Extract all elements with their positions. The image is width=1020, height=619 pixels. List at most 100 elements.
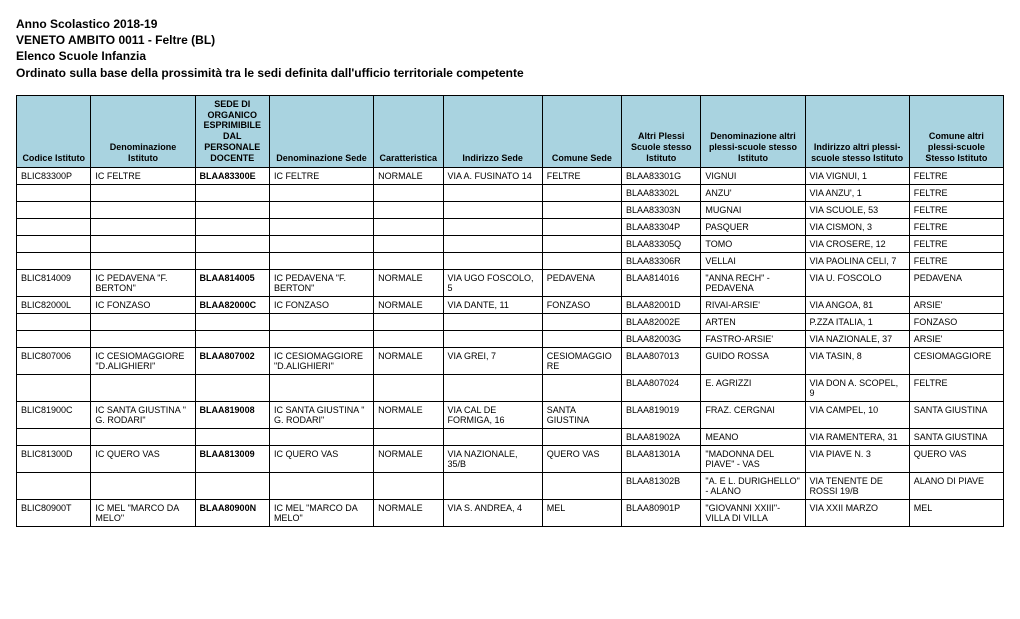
table-cell	[542, 252, 621, 269]
table-cell	[195, 472, 269, 499]
table-cell	[17, 374, 91, 401]
table-cell	[443, 184, 542, 201]
table-cell	[269, 201, 373, 218]
table-cell	[443, 330, 542, 347]
table-cell	[542, 313, 621, 330]
table-cell: "MADONNA DEL PIAVE" - VAS	[701, 445, 805, 472]
table-cell: VIA CAMPEL, 10	[805, 401, 909, 428]
table-cell: BLAA82002E	[622, 313, 701, 330]
table-cell: MEANO	[701, 428, 805, 445]
table-cell	[91, 218, 195, 235]
table-cell	[443, 252, 542, 269]
page-header: Anno Scolastico 2018-19 VENETO AMBITO 00…	[16, 16, 1004, 81]
table-cell	[269, 472, 373, 499]
table-cell	[374, 235, 443, 252]
table-cell	[269, 330, 373, 347]
table-cell: BLIC807006	[17, 347, 91, 374]
table-cell: ARSIE'	[909, 330, 1003, 347]
table-row: BLAA81302B"A. E L. DURIGHELLO" - ALANOVI…	[17, 472, 1004, 499]
table-cell	[91, 330, 195, 347]
table-cell: VIA TASIN, 8	[805, 347, 909, 374]
table-cell	[542, 472, 621, 499]
table-cell: IC SANTA GIUSTINA " G. RODARI"	[269, 401, 373, 428]
table-cell	[17, 201, 91, 218]
table-cell: IC MEL "MARCO DA MELO"	[269, 499, 373, 526]
table-cell: BLAA80901P	[622, 499, 701, 526]
table-cell	[542, 201, 621, 218]
table-cell	[374, 428, 443, 445]
table-cell: BLAA83306R	[622, 252, 701, 269]
table-cell	[443, 472, 542, 499]
table-row: BLAA83303NMUGNAIVIA SCUOLE, 53FELTRE	[17, 201, 1004, 218]
table-cell: MUGNAI	[701, 201, 805, 218]
table-cell: IC QUERO VAS	[269, 445, 373, 472]
table-cell: IC PEDAVENA "F. BERTON"	[91, 269, 195, 296]
table-cell: IC FELTRE	[91, 167, 195, 184]
table-cell	[443, 428, 542, 445]
table-cell	[91, 472, 195, 499]
table-cell: QUERO VAS	[542, 445, 621, 472]
table-cell: IC SANTA GIUSTINA " G. RODARI"	[91, 401, 195, 428]
header-line-1: Anno Scolastico 2018-19	[16, 16, 1004, 32]
table-cell: VIA RAMENTERA, 31	[805, 428, 909, 445]
table-cell	[195, 428, 269, 445]
table-cell	[91, 428, 195, 445]
table-cell: VIA UGO FOSCOLO, 5	[443, 269, 542, 296]
table-row: BLAA82003GFASTRO-ARSIE'VIA NAZIONALE, 37…	[17, 330, 1004, 347]
table-cell: VIA U. FOSCOLO	[805, 269, 909, 296]
table-cell: ARSIE'	[909, 296, 1003, 313]
table-cell: FASTRO-ARSIE'	[701, 330, 805, 347]
table-cell: FELTRE	[909, 184, 1003, 201]
table-cell: BLAA81302B	[622, 472, 701, 499]
table-cell	[374, 184, 443, 201]
table-cell: BLAA807002	[195, 347, 269, 374]
table-row: BLIC81300DIC QUERO VASBLAA813009IC QUERO…	[17, 445, 1004, 472]
table-cell: VIA XXII MARZO	[805, 499, 909, 526]
table-cell	[443, 374, 542, 401]
table-cell: VIA NAZIONALE, 35/B	[443, 445, 542, 472]
table-body: BLIC83300PIC FELTREBLAA83300EIC FELTRENO…	[17, 167, 1004, 526]
table-header-cell: Comune altri plessi-scuole Stesso Istitu…	[909, 95, 1003, 167]
table-cell: BLAA83303N	[622, 201, 701, 218]
table-cell: FELTRE	[909, 218, 1003, 235]
table-cell: NORMALE	[374, 445, 443, 472]
table-cell: QUERO VAS	[909, 445, 1003, 472]
table-cell	[542, 330, 621, 347]
table-cell: TOMO	[701, 235, 805, 252]
table-cell: "A. E L. DURIGHELLO" - ALANO	[701, 472, 805, 499]
table-cell: PASQUER	[701, 218, 805, 235]
table-row: BLAA83304PPASQUERVIA CISMON, 3FELTRE	[17, 218, 1004, 235]
table-cell: SANTA GIUSTINA	[909, 428, 1003, 445]
table-header-cell: Altri Plessi Scuole stesso Istituto	[622, 95, 701, 167]
table-cell: SANTA GIUSTINA	[542, 401, 621, 428]
table-cell: VIA CISMON, 3	[805, 218, 909, 235]
table-cell: BLIC81300D	[17, 445, 91, 472]
table-row: BLIC814009IC PEDAVENA "F. BERTON"BLAA814…	[17, 269, 1004, 296]
table-row: BLAA83306RVELLAIVIA PAOLINA CELI, 7FELTR…	[17, 252, 1004, 269]
table-cell: VIA PIAVE N. 3	[805, 445, 909, 472]
table-cell: BLAA81902A	[622, 428, 701, 445]
table-cell: IC FONZASO	[269, 296, 373, 313]
table-cell: BLAA819008	[195, 401, 269, 428]
header-line-3: Elenco Scuole Infanzia	[16, 48, 1004, 64]
table-cell: IC CESIOMAGGIORE "D.ALIGHIERI"	[91, 347, 195, 374]
table-cell: VIA TENENTE DE ROSSI 19/B	[805, 472, 909, 499]
table-cell	[269, 218, 373, 235]
table-cell	[374, 374, 443, 401]
table-cell: BLAA814016	[622, 269, 701, 296]
table-cell: VIA GREI, 7	[443, 347, 542, 374]
table-cell: FRAZ. CERGNAI	[701, 401, 805, 428]
table-cell: VIA VIGNUI, 1	[805, 167, 909, 184]
table-cell: BLAA819019	[622, 401, 701, 428]
table-cell: MEL	[542, 499, 621, 526]
table-cell	[195, 330, 269, 347]
table-cell: BLAA82001D	[622, 296, 701, 313]
table-row: BLIC83300PIC FELTREBLAA83300EIC FELTRENO…	[17, 167, 1004, 184]
table-cell	[91, 235, 195, 252]
table-row: BLIC807006IC CESIOMAGGIORE "D.ALIGHIERI"…	[17, 347, 1004, 374]
table-header-cell: Comune Sede	[542, 95, 621, 167]
table-cell: VIA CAL DE FORMIGA, 16	[443, 401, 542, 428]
table-cell	[195, 235, 269, 252]
table-cell: BLAA83301G	[622, 167, 701, 184]
table-cell: P.ZZA ITALIA, 1	[805, 313, 909, 330]
